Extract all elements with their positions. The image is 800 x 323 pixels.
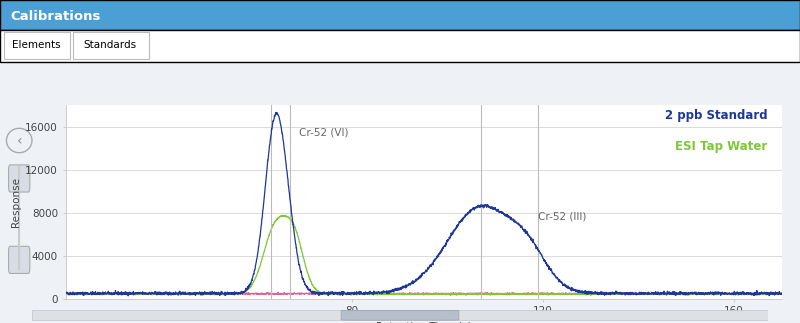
FancyBboxPatch shape xyxy=(4,32,70,59)
FancyBboxPatch shape xyxy=(9,165,30,192)
Text: Cr-52 (III): Cr-52 (III) xyxy=(538,212,586,222)
X-axis label: Retention Time (s): Retention Time (s) xyxy=(376,322,471,323)
Text: ‹: ‹ xyxy=(16,133,22,148)
FancyBboxPatch shape xyxy=(0,30,800,62)
FancyBboxPatch shape xyxy=(32,310,768,320)
Text: ESI Tap Water: ESI Tap Water xyxy=(675,140,767,153)
Y-axis label: Response: Response xyxy=(11,177,21,227)
Text: ⚙: ⚙ xyxy=(12,169,26,183)
FancyBboxPatch shape xyxy=(73,32,149,59)
Text: Cr-52 (VI): Cr-52 (VI) xyxy=(299,128,349,138)
Text: Calibrations: Calibrations xyxy=(10,10,101,23)
Text: 2 ppb Standard: 2 ppb Standard xyxy=(665,109,767,122)
Text: Elements: Elements xyxy=(13,40,61,50)
FancyBboxPatch shape xyxy=(0,0,800,30)
FancyBboxPatch shape xyxy=(341,310,459,320)
FancyBboxPatch shape xyxy=(9,246,30,273)
Text: Standards: Standards xyxy=(84,40,137,50)
